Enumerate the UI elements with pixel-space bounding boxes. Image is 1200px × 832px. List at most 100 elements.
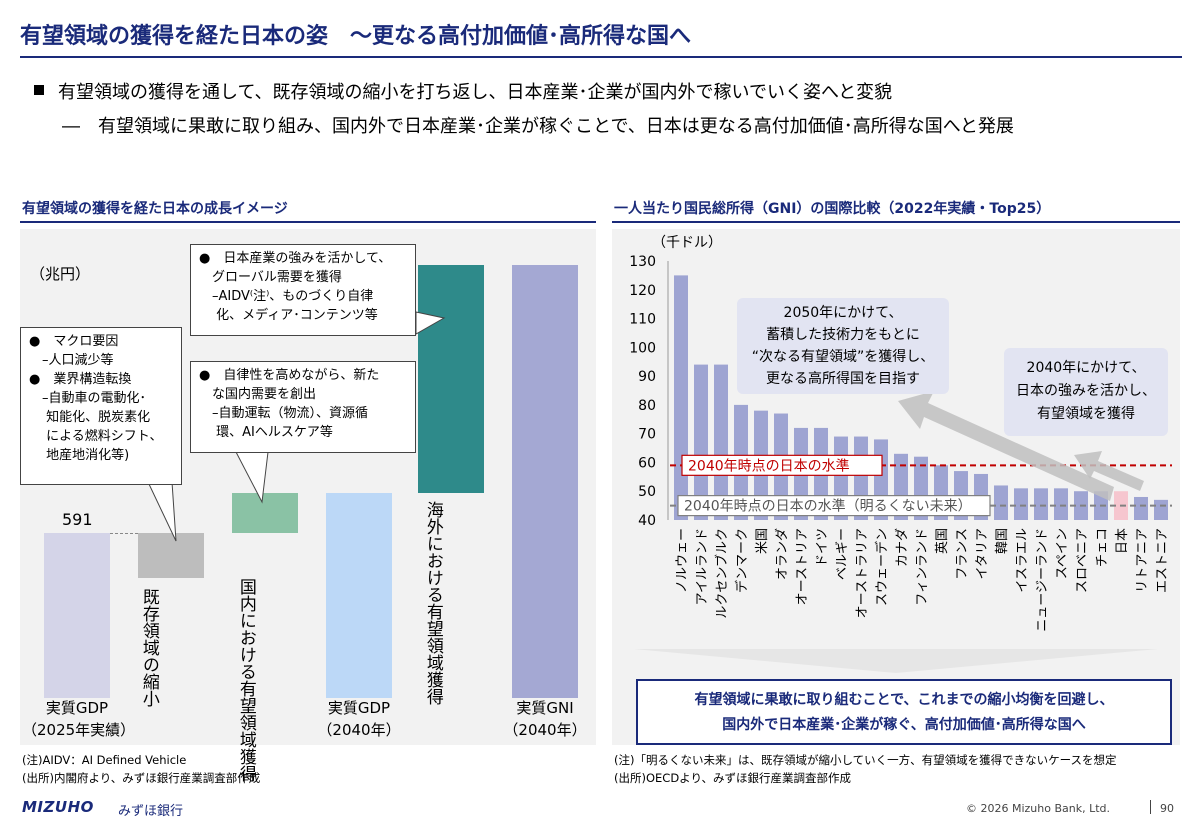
right-source: (出所)OECDより、みずほ銀行産業調査部作成: [614, 771, 851, 785]
callout-2040-line: 有望領域を獲得: [1037, 406, 1135, 422]
x-tick-label: エストニア: [1155, 528, 1170, 593]
reference-label: 2040年時点の日本の水準（明るくない未来）: [684, 499, 972, 515]
copyright: © 2026 Mizuho Bank, Ltd.: [966, 802, 1111, 815]
x-tick-label: スロベニア: [1075, 528, 1090, 593]
arrow-2050-icon: [898, 391, 1114, 501]
x-tick-label: デンマーク: [734, 528, 750, 593]
x-tick-label: 韓国: [995, 528, 1010, 554]
callout-macro-line: ● マクロ要因: [29, 334, 119, 349]
right-note: (注)「明るくない未来」は、既存領域が縮小していく一方、有望領域を獲得できないケ…: [614, 753, 1117, 767]
x-label-gdp-2040: 実質GDP （2040年）: [304, 697, 414, 741]
y-tick-label: 50: [638, 484, 656, 500]
x-label-line: 実質GDP: [45, 699, 109, 717]
y-tick-label: 70: [638, 427, 656, 443]
gdp-2025-value-label: 591: [62, 510, 93, 529]
x-tick-label: スウェーデン: [874, 528, 890, 606]
conclusion-line: 国内外で日本産業･企業が稼ぐ、高付加価値･高所得な国へ: [722, 717, 1086, 733]
y-tick-label: 100: [629, 340, 656, 356]
bullet-main-text: 有望領域の獲得を通して、既存領域の縮小を打ち返し、日本産業･企業が国内外で稼いで…: [58, 82, 893, 103]
callout-global-line: ● 日本産業の強みを活かして、: [199, 251, 392, 266]
x-label-line: （2040年）: [503, 721, 587, 739]
unit-label: （兆円）: [30, 265, 91, 283]
x-tick-label: チェコ: [1095, 528, 1110, 567]
y-tick-label: 40: [638, 513, 656, 529]
callout-pointers: [147, 311, 446, 542]
callout-global-line: グローバル需要を獲得: [199, 270, 342, 285]
callout-2050-line: 2050年にかけて、: [783, 305, 903, 321]
x-tick-label: ベルギー: [835, 528, 850, 580]
callout-2050-line: 蓄積した技術力をもとに: [766, 327, 920, 343]
waterfall-connector: [110, 533, 138, 534]
callout-2050: 2050年にかけて、 蓄積した技術力をもとに “次なる有望領域”を獲得し、 更な…: [737, 298, 949, 394]
callout-macro-line: による燃料シフト、: [29, 429, 163, 444]
callout-global-line: 化、メディア･コンテンツ等: [199, 308, 378, 323]
gni-bar: [1054, 488, 1068, 520]
callout-global-line: –AIDV⁽注⁾、ものづくり自律: [199, 289, 374, 304]
bar-overseas-gain: [418, 265, 484, 493]
x-tick-label: オーストリア: [795, 528, 810, 605]
gni-bar: [1034, 488, 1048, 520]
bar-existing-shrink: [138, 533, 204, 578]
x-label-gdp-2025: 実質GDP （2025年実績）: [22, 697, 136, 741]
right-section-divider: [612, 221, 1180, 223]
domestic-callout-tail: [235, 451, 269, 504]
x-tick-label: オーストラリア: [855, 528, 870, 618]
callout-macro-line: 地産地消化等): [29, 448, 130, 463]
arrow-2040-icon: [1074, 451, 1144, 491]
y-tick-label: 80: [638, 398, 656, 414]
x-tick-label: 日本: [1115, 528, 1130, 554]
callout-2050-line: “次なる有望領域”を獲得し、: [751, 349, 935, 365]
x-tick-label: フィンランド: [915, 528, 930, 606]
bullet-sub: ― 有望領域に果敢に取り組み、国内外で日本産業･企業が稼ぐことで、日本は更なる高…: [62, 116, 1014, 137]
domestic-gain-label: 国内における有望領域獲得: [235, 578, 256, 782]
left-section-title: 有望領域の獲得を経た日本の成長イメージ: [22, 201, 288, 217]
callout-macro-line: 知能化、脱炭素化: [29, 410, 151, 425]
y-tick-label: 120: [629, 283, 656, 299]
right-section-title: 一人当たり国民総所得（GNI）の国際比較（2022年実績・Top25）: [614, 201, 1051, 217]
x-label-line: （2025年実績）: [22, 721, 136, 739]
gni-bar: [694, 364, 708, 520]
y-tick-label: 90: [638, 369, 656, 385]
x-tick-label: イタリア: [975, 528, 990, 579]
left-note: (注)AIDV：AI Defined Vehicle: [22, 753, 187, 767]
callout-2040: 2040年にかけて、 日本の強みを活かし、 有望領域を獲得: [1004, 348, 1168, 436]
global-callout-tail: [415, 311, 446, 335]
callout-macro-line: –自動車の電動化･: [29, 391, 147, 406]
shrink-label: 既存領域の縮小: [138, 588, 159, 707]
mizuho-bank-name: みずほ銀行: [118, 804, 184, 819]
page-title: 有望領域の獲得を経た日本の姿 ～更なる高付加価値･高所得な国へ: [20, 24, 692, 49]
callout-domestic-line: 環、AIヘルスケア等: [199, 425, 333, 440]
y-tick-label: 130: [629, 254, 656, 270]
x-tick-label: スペイン: [1055, 528, 1070, 579]
callout-global-demand: ● 日本産業の強みを活かして、 グローバル需要を獲得 –AIDV⁽注⁾、ものづく…: [190, 244, 416, 336]
callout-domestic-demand: ● 自律性を高めながら、新た な国内需要を創出 –自動運転（物流）、資源循 環、…: [190, 361, 416, 453]
x-label-line: 実質GDP: [327, 699, 391, 717]
x-tick-label: ルクセンブルク: [714, 528, 730, 619]
x-label-line: （2040年）: [317, 721, 401, 739]
macro-callout-tail: [147, 481, 177, 542]
x-tick-label: イスラエル: [1015, 528, 1030, 593]
gni-bar: [1134, 496, 1148, 520]
trend-arrows: [634, 391, 1158, 673]
callout-domestic-line: ● 自律性を高めながら、新た: [199, 368, 380, 383]
bullet-main: 有望領域の獲得を通して、既存領域の縮小を打ち返し、日本産業･企業が国内外で稼いで…: [34, 78, 892, 104]
left-section-divider: [20, 221, 596, 223]
x-tick-label: ニュージーランド: [1035, 528, 1050, 632]
callout-macro-line: ● 業界構造転換: [29, 372, 132, 387]
x-tick-label: 米国: [755, 528, 770, 554]
y-tick-label: 60: [638, 455, 656, 471]
overseas-gain-label: 海外における有望領域獲得: [422, 501, 443, 705]
conclusion-line: 有望領域に果敢に取り組むことで、これまでの縮小均衡を回避し、: [694, 692, 1114, 708]
down-triangle-icon: [634, 649, 1158, 673]
gni-bar: [1014, 488, 1028, 520]
y-axis-unit-label: （千ドル）: [652, 235, 722, 251]
callout-domestic-line: な国内需要を創出: [199, 387, 317, 402]
bar-gni-2040: [512, 265, 578, 698]
gni-bar-chart: 40 50 60 70 80 90 100 110 120 130 2040年時点の日本の水準 20…: [629, 254, 1172, 632]
conclusion-box: 有望領域に果敢に取り組むことで、これまでの縮小均衡を回避し、 国内外で日本産業･…: [636, 679, 1172, 745]
bar-gdp-2040: [326, 493, 392, 698]
reference-label-box: [677, 495, 991, 517]
callout-macro-factors: ● マクロ要因 –人口減少等 ● 業界構造転換 –自動車の電動化･ 知能化、脱炭…: [20, 327, 182, 485]
x-tick-label: カナダ: [895, 528, 910, 567]
x-label-gni-2040: 実質GNI （2040年）: [490, 697, 600, 741]
